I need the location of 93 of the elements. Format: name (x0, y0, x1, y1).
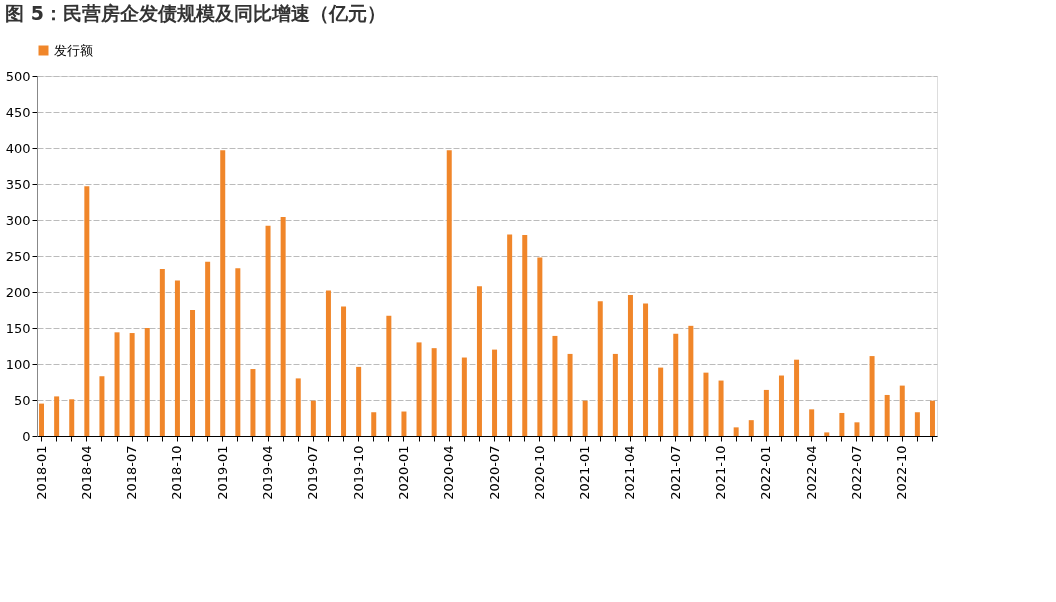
bar (356, 366, 362, 436)
bar (54, 396, 60, 436)
bar (733, 427, 739, 436)
bar (552, 335, 558, 436)
bar (220, 150, 226, 436)
bar (144, 328, 150, 436)
bar (431, 348, 437, 436)
bar (809, 409, 815, 436)
bar (582, 400, 588, 436)
x-tick-label: 2022-04 (803, 445, 819, 500)
y-tick-label: 50 (13, 392, 31, 408)
bar (658, 367, 664, 436)
bar (476, 286, 482, 436)
bar (763, 389, 769, 436)
legend-label: 发行额 (54, 42, 93, 58)
x-tick-label: 2020-10 (531, 445, 547, 500)
x-tick-label: 2020-04 (441, 445, 457, 500)
bar (929, 400, 935, 436)
y-tick-label: 100 (5, 356, 31, 372)
x-tick-label: 2018-01 (33, 445, 49, 500)
bar (174, 280, 180, 436)
bar (839, 412, 845, 436)
bar (84, 186, 90, 436)
bar (673, 333, 679, 436)
bar (114, 332, 120, 436)
y-tick-label: 0 (22, 428, 31, 444)
bar (522, 235, 528, 436)
bar (718, 380, 724, 436)
y-tick-label: 150 (5, 320, 31, 336)
bar (280, 217, 286, 436)
x-tick-label: 2018-10 (169, 445, 185, 500)
y-tick-label: 300 (5, 212, 31, 228)
y-tick-label: 500 (5, 68, 31, 84)
bar (567, 353, 573, 436)
x-tick-label: 2022-01 (758, 445, 774, 500)
x-tick-label: 2021-01 (577, 445, 593, 500)
x-tick-label: 2018-04 (78, 445, 94, 500)
y-tick-label: 200 (5, 284, 31, 300)
bar (884, 394, 890, 436)
y-tick-label: 400 (5, 140, 31, 156)
bar (325, 290, 331, 436)
x-tick-label: 2022-07 (848, 445, 864, 500)
bar (854, 422, 860, 436)
bar (416, 342, 422, 436)
bar (597, 301, 603, 436)
bar (159, 268, 165, 436)
x-tick-label: 2021-07 (667, 445, 683, 500)
x-tick-label: 2019-07 (305, 445, 321, 500)
bar (492, 349, 498, 436)
x-tick-label: 2022-10 (894, 445, 910, 500)
chart-title: 图 5：民营房企发债规模及同比增速（亿元） (5, 2, 387, 24)
bar (688, 325, 694, 436)
x-tick-label: 2020-01 (395, 445, 411, 500)
bar (341, 306, 347, 436)
bar (748, 420, 754, 436)
bar (914, 412, 920, 436)
bar (612, 353, 618, 436)
bar (778, 375, 784, 436)
bar (371, 412, 377, 436)
bar (794, 359, 800, 436)
bar (250, 369, 256, 436)
bar (386, 315, 392, 436)
bar (627, 294, 633, 436)
bar (461, 357, 467, 436)
bar (295, 378, 301, 436)
bar (129, 333, 135, 436)
bar (99, 376, 105, 436)
x-tick-label: 2021-04 (622, 445, 638, 500)
bar (824, 432, 830, 436)
y-tick-label: 350 (5, 176, 31, 192)
x-tick-label: 2018-07 (124, 445, 140, 500)
bar (899, 385, 905, 436)
x-tick-label: 2021-10 (713, 445, 729, 500)
bar (69, 399, 75, 436)
bar (446, 150, 452, 436)
bar (265, 225, 271, 436)
bar (643, 303, 649, 436)
bar (869, 356, 875, 436)
bar (537, 257, 543, 436)
bar (703, 372, 709, 436)
y-tick-label: 450 (5, 104, 31, 120)
bar (507, 234, 513, 436)
bar (401, 411, 407, 436)
bar (235, 268, 241, 436)
bar (205, 261, 211, 436)
x-tick-label: 2019-10 (350, 445, 366, 500)
y-tick-label: 250 (5, 248, 31, 264)
bar (310, 400, 316, 436)
bar (39, 403, 45, 436)
bar (190, 310, 196, 436)
x-tick-label: 2019-04 (260, 445, 276, 500)
x-tick-label: 2019-01 (214, 445, 230, 500)
x-tick-label: 2020-07 (486, 445, 502, 500)
